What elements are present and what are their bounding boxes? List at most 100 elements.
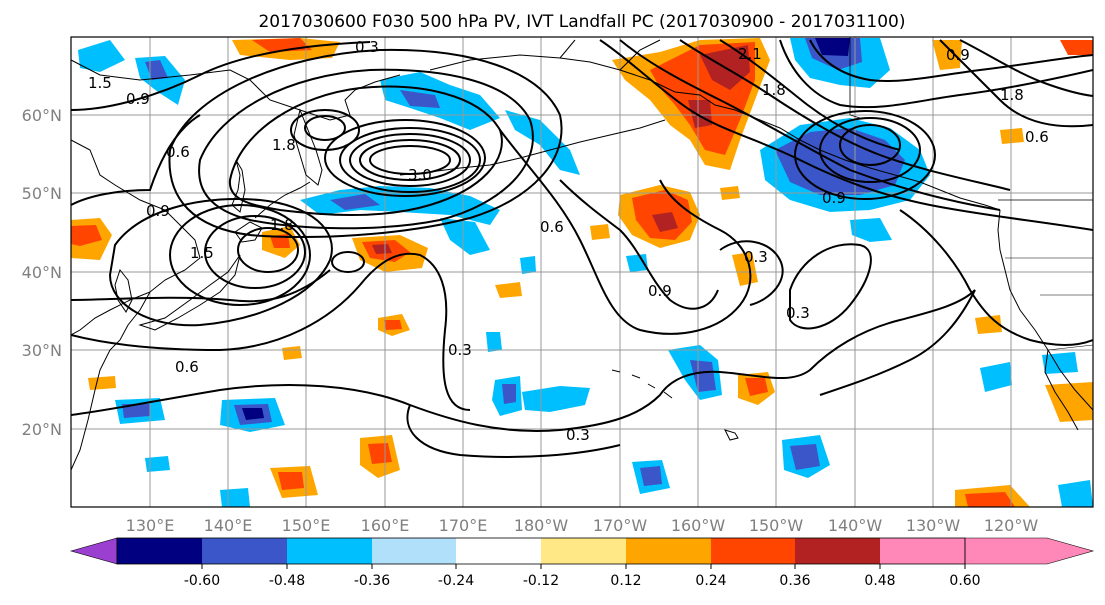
contour-line bbox=[237, 227, 299, 273]
lon-label: 160°E bbox=[361, 516, 410, 535]
anomaly-shade bbox=[522, 386, 590, 412]
anomaly-shade bbox=[520, 256, 536, 274]
colorbar: -0.60 -0.48 -0.36 -0.24 -0.12 0.12 0.24 … bbox=[69, 537, 1095, 589]
lat-label: 30°N bbox=[22, 341, 62, 360]
colorbar-segment bbox=[372, 538, 456, 564]
coastline bbox=[71, 59, 401, 121]
contour-line bbox=[369, 145, 451, 175]
anomaly-shade bbox=[626, 254, 648, 272]
anomaly-shade bbox=[590, 224, 610, 240]
anomaly-shade bbox=[242, 408, 264, 420]
coastline bbox=[138, 254, 241, 331]
contour-line bbox=[499, 129, 752, 335]
anomaly-shade bbox=[745, 378, 768, 396]
contour-line bbox=[559, 179, 719, 310]
contour-line bbox=[719, 240, 784, 306]
contour-line bbox=[819, 117, 921, 183]
colorbar-segment bbox=[626, 538, 711, 564]
contour-label: 0.9 bbox=[126, 90, 150, 108]
anomaly-shade bbox=[505, 110, 580, 175]
contour-label: 0.6 bbox=[540, 218, 564, 236]
lon-label: 130°E bbox=[126, 516, 175, 535]
colorbar-right-extension bbox=[964, 537, 1095, 565]
map-title: 2017030600 F030 500 hPa PV, IVT Landfall… bbox=[258, 12, 905, 32]
contour-label: 0.3 bbox=[448, 341, 472, 359]
colorbar-tick-label: -0.24 bbox=[438, 573, 474, 589]
anomaly-shade bbox=[145, 456, 170, 472]
anomaly-shade bbox=[368, 443, 392, 464]
contour-labels: 0.3 2.1 1.5 0.9 1.8 0.6 0.9 1.8 3.0 0.9 … bbox=[88, 38, 1049, 444]
contour-label: 1.5 bbox=[88, 74, 112, 92]
contour-label: 2.1 bbox=[738, 45, 762, 63]
anomaly-shade bbox=[815, 38, 850, 56]
anomaly-shade bbox=[1000, 128, 1024, 144]
contour-line bbox=[939, 39, 1093, 128]
contour-line bbox=[679, 39, 1011, 191]
contour-line bbox=[349, 133, 471, 187]
lon-axis-labels: 130°E 140°E 150°E 160°E 170°E 180°W 170°… bbox=[126, 516, 1039, 535]
anomaly-shade bbox=[640, 466, 662, 486]
lon-label: 160°W bbox=[671, 516, 726, 535]
anomaly-shade bbox=[122, 404, 150, 418]
contour-line bbox=[794, 110, 936, 200]
colorbar-tick-label: -0.12 bbox=[523, 573, 559, 589]
contour-label: 0.6 bbox=[1025, 128, 1049, 146]
colorbar-ticks bbox=[201, 564, 966, 569]
contour-line bbox=[71, 269, 331, 303]
contour-line bbox=[324, 119, 486, 197]
colorbar-tick-label: 0.36 bbox=[779, 573, 810, 589]
lon-label: 130°W bbox=[906, 516, 961, 535]
anomaly-shade bbox=[145, 60, 168, 80]
contour-line bbox=[71, 289, 976, 432]
anomaly-shade bbox=[1042, 352, 1078, 374]
coastline bbox=[71, 291, 151, 471]
coastline bbox=[1044, 349, 1079, 431]
contour-line bbox=[331, 251, 365, 273]
anomaly-shade bbox=[502, 384, 516, 404]
coastline bbox=[997, 209, 1093, 411]
contour-line bbox=[819, 289, 976, 396]
colorbar-tick-label: 0.48 bbox=[864, 573, 895, 589]
colorbar-tick-label: 0.12 bbox=[610, 573, 641, 589]
contour-line bbox=[228, 85, 503, 216]
lon-label: 140°E bbox=[204, 516, 253, 535]
coastline bbox=[559, 39, 661, 71]
lat-axis-labels: 20°N 30°N 40°N 50°N 60°N bbox=[22, 106, 62, 439]
colorbar-segment bbox=[541, 538, 626, 564]
pv-contours bbox=[71, 39, 1093, 458]
coastline bbox=[724, 429, 739, 441]
anomaly-shade bbox=[330, 194, 380, 210]
contour-line bbox=[599, 39, 1093, 231]
contour-label: 1.8 bbox=[272, 136, 296, 154]
anomaly-shade bbox=[278, 472, 304, 490]
colorbar-tick-label: 0.24 bbox=[695, 573, 726, 589]
anomaly-shade bbox=[690, 360, 716, 392]
anomaly-shade bbox=[78, 40, 125, 72]
anomaly-shade bbox=[282, 346, 302, 360]
map-layers: 0.3 2.1 1.5 0.9 1.8 0.6 0.9 1.8 3.0 0.9 … bbox=[71, 37, 1093, 507]
coastline bbox=[399, 119, 666, 176]
contour-line bbox=[619, 39, 1001, 211]
contour-line bbox=[809, 39, 1093, 82]
contour-line bbox=[304, 115, 346, 141]
anomaly-shade bbox=[850, 218, 892, 242]
contour-label: 1.8 bbox=[270, 216, 294, 234]
country-border bbox=[1047, 344, 1093, 351]
contour-line bbox=[789, 243, 872, 330]
contour-line bbox=[719, 39, 901, 151]
contour-line bbox=[204, 215, 306, 289]
contour-label: 0.9 bbox=[822, 189, 846, 207]
contour-label: 1.5 bbox=[190, 244, 214, 262]
contour-line bbox=[198, 68, 534, 230]
contour-label: 1.8 bbox=[762, 81, 786, 99]
anomaly-shade bbox=[965, 492, 1015, 507]
contour-label: 0.3 bbox=[786, 304, 810, 322]
lon-label: 170°E bbox=[439, 516, 488, 535]
coastline bbox=[114, 268, 133, 313]
lon-label: 180°W bbox=[514, 516, 569, 535]
lat-label: 20°N bbox=[22, 420, 62, 439]
colorbar-tick-label: -0.48 bbox=[269, 573, 305, 589]
lat-label: 60°N bbox=[22, 106, 62, 125]
contour-line bbox=[71, 252, 471, 411]
